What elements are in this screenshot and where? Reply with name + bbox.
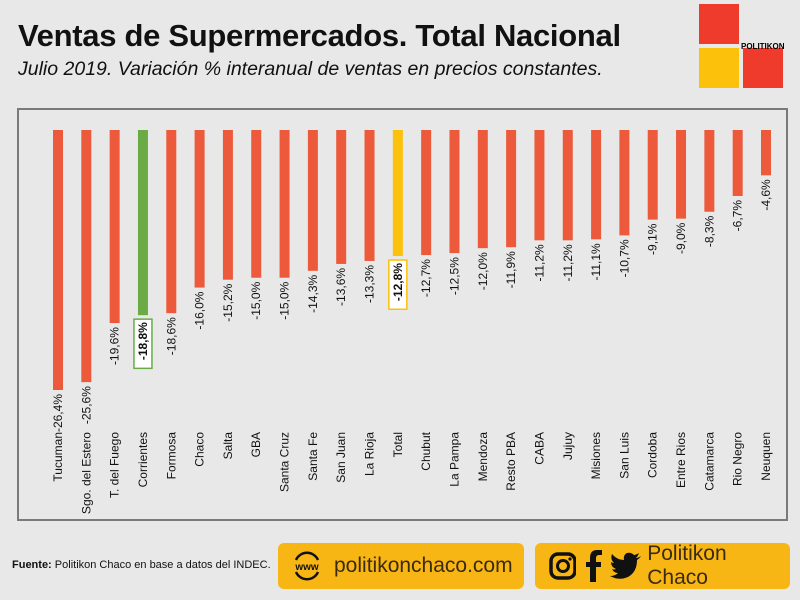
value-label: -12,8% [391,263,405,301]
value-label: -26,4% [51,394,65,432]
bar-san-luis [619,130,630,236]
bar-corrientes [137,130,148,316]
value-label: -12,5% [447,257,461,295]
category-label: La Pampa [447,432,461,487]
value-label: -11,9% [504,251,518,288]
bar-santa-fe [307,130,318,271]
category-label: Total [391,432,405,457]
value-label: -14,3% [306,275,320,313]
bar-mendoza [477,130,488,249]
bar-la-pampa [449,130,460,254]
category-label: Neuquen [759,432,773,481]
bar-entre-rios [676,130,687,219]
value-label: -18,8% [136,322,150,360]
social-badge[interactable]: Politikon Chaco [535,542,790,589]
category-label: T. del Fuego [108,432,122,498]
bar-t-del-fuego [109,130,120,324]
value-label: -10,7% [617,239,631,277]
bar-jujuy [562,130,573,241]
bar-gba [251,130,262,278]
value-label: -9,1% [646,223,660,255]
value-label: -18,6% [164,317,178,355]
instagram-icon[interactable] [549,552,577,580]
bar-sgo-del-estero [81,130,92,383]
bar-catamarca [704,130,715,212]
category-label: GBA [249,432,263,457]
bar-salta [222,130,233,280]
value-label: -6,7% [731,200,745,232]
chart-panel [17,108,788,521]
bar-santa-cruz [279,130,290,278]
value-label: -13,6% [334,268,348,306]
bar-rio-negro [732,130,743,196]
svg-text:www: www [294,562,319,573]
bar-chaco [194,130,205,288]
bar-neuquen [761,130,771,176]
twitter-icon[interactable] [609,552,641,580]
value-label-box [133,318,153,370]
bar-formosa [166,130,177,314]
globe-www-icon: www [294,551,320,581]
page-subtitle: Julio 2019. Variación % interanual de ve… [18,58,603,80]
category-label: Tucuman [51,432,65,482]
value-label: -15,0% [249,281,263,319]
category-label: Salta [221,432,235,460]
value-label: -15,0% [278,281,292,319]
source-note: Fuente: Politikon Chaco en base a datos … [12,559,271,571]
category-label: Chubut [419,431,433,470]
category-label: Santa Fe [306,432,320,481]
category-label: Sgo. del Estero [79,432,93,514]
value-label: -11,1% [589,243,603,280]
politikon-logo: POLITIKON [699,4,785,90]
bar-la-rioja [364,130,375,261]
category-label: Formosa [164,432,178,480]
value-label: -8,3% [702,215,716,247]
bar-cordoba [647,130,658,220]
category-label: Jujuy [561,432,575,460]
category-label: Catamarca [702,432,716,491]
category-label: Santa Cruz [278,432,292,492]
website-badge[interactable]: www politikonchaco.com [278,543,524,589]
category-label: Misiones [589,432,603,479]
value-label: -25,6% [79,386,93,424]
value-label: -16,0% [193,291,207,329]
category-label: Corrientes [136,432,150,487]
category-label: San Juan [334,432,348,483]
facebook-icon[interactable] [584,550,604,582]
value-label: -15,2% [221,283,235,321]
value-label: -9,0% [674,222,688,254]
value-label: -19,6% [108,327,122,365]
category-label: Mendoza [476,432,490,482]
logo-text: POLITIKON [741,42,785,51]
page-title: Ventas de Supermercados. Total Nacional [18,18,621,53]
bar-tucuman [53,130,63,390]
social-handle: Politikon Chaco [647,542,727,589]
value-label: -12,0% [476,252,490,290]
value-label: -4,6% [759,179,773,211]
bar-total [392,130,403,257]
bar-caba [534,130,545,241]
category-label: Cordoba [646,432,660,478]
bar-misiones [591,130,602,240]
bar-chubut [421,130,432,256]
category-label: CABA [532,432,546,465]
value-label: -12,7% [419,259,433,297]
source-label: Fuente: [12,559,52,571]
source-text: Politikon Chaco en base a datos del INDE… [51,559,271,571]
category-label: Entre Rios [674,432,688,488]
category-label: San Luis [617,432,631,479]
bar-resto-pba [506,130,517,248]
bar-san-juan [336,130,347,264]
value-label-box [388,259,408,311]
category-label: Rio Negro [731,432,745,486]
category-label: Resto PBA [504,432,518,491]
value-label: -11,2% [532,244,546,281]
website-link[interactable]: politikonchaco.com [334,554,513,577]
value-label: -13,3% [363,265,377,303]
category-label: Chaco [193,432,207,467]
value-label: -11,2% [561,244,575,281]
category-label: La Rioja [363,432,377,476]
